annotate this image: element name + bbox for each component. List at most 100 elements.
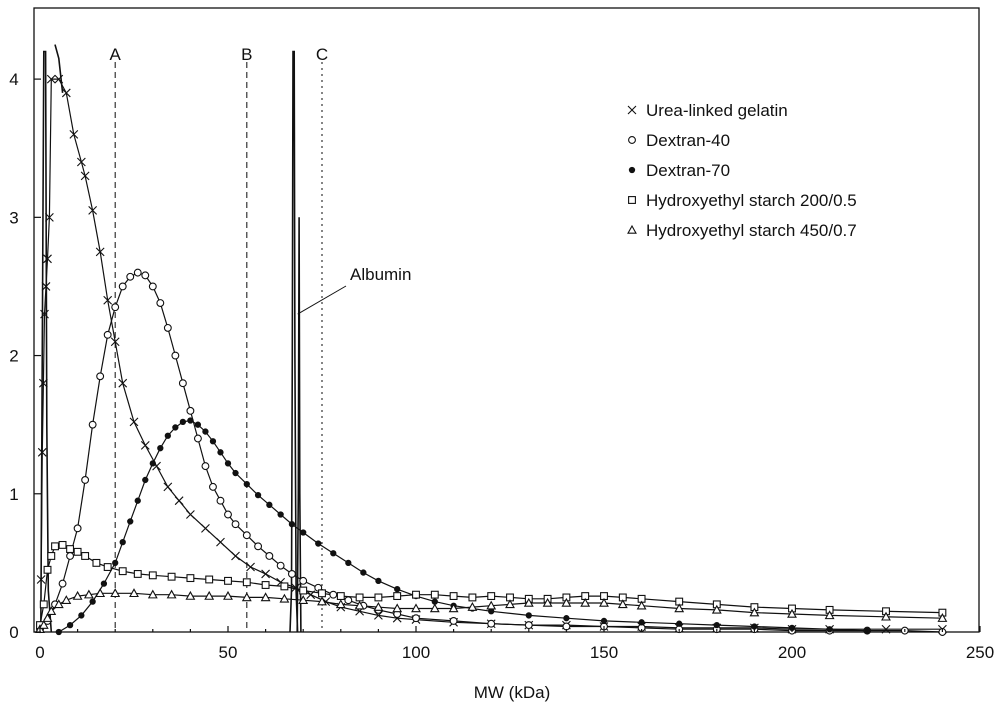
series-2-point-11: [158, 446, 163, 451]
legend-marker-3: [629, 197, 636, 204]
series-1-point-9: [104, 331, 111, 338]
series-2-point-26: [289, 522, 294, 527]
series-2-point-33: [395, 587, 400, 592]
series-3-point-8: [82, 553, 89, 560]
series-1-point-17: [164, 325, 171, 332]
series-2-point-20: [225, 461, 230, 466]
series-3-point-16: [206, 576, 213, 583]
series-3-point-4: [52, 543, 59, 550]
spike-curve-1: [55, 45, 63, 93]
series-1-point-32: [300, 577, 307, 584]
series-1-point-3: [59, 580, 66, 587]
series-1-point-30: [277, 562, 284, 569]
series-2-point-5: [113, 560, 118, 565]
x-tick-label-3: 150: [590, 643, 618, 662]
series-3-point-10: [104, 564, 111, 571]
series-2-point-13: [173, 425, 178, 430]
series-2-point-15: [188, 418, 193, 423]
series-3-point-29: [450, 593, 457, 600]
series-1-point-21: [195, 435, 202, 442]
x-tick-label-5: 250: [966, 643, 994, 662]
y-tick-label-2: 2: [9, 347, 18, 366]
series-1-point-31: [289, 571, 296, 578]
series-2-point-41: [601, 618, 606, 623]
series-2-point-3: [90, 599, 95, 604]
legend: Urea-linked gelatinDextran-40Dextran-70H…: [628, 101, 857, 240]
series-3-point-21: [300, 587, 307, 594]
series-1-point-41: [488, 620, 495, 627]
series-3-point-30: [469, 594, 476, 601]
reference-label-a: A: [110, 45, 122, 64]
series-1-point-28: [255, 543, 262, 550]
series-2-point-21: [233, 470, 238, 475]
series-1-point-12: [127, 273, 134, 280]
x-tick-label-4: 200: [778, 643, 806, 662]
series-2-point-24: [267, 502, 272, 507]
albumin-peak: [290, 52, 298, 633]
series-2-point-22: [244, 482, 249, 487]
series-0-point-28: [262, 570, 270, 578]
series-3-point-15: [187, 575, 194, 582]
series-3-point-7: [74, 548, 81, 555]
series-0-point-23: [186, 511, 194, 519]
reference-label-c: C: [316, 45, 328, 64]
x-tick-label-1: 50: [219, 643, 238, 662]
series-2-point-14: [180, 419, 185, 424]
legend-label-1: Dextran-40: [646, 131, 730, 150]
series-0-point-27: [247, 563, 255, 571]
series-0-point-25: [216, 538, 224, 546]
series-3-point-18: [243, 579, 250, 586]
series-1-point-39: [413, 615, 420, 622]
series-1-point-19: [179, 380, 186, 387]
spike-curve-0: [41, 52, 52, 633]
series-1-point-23: [210, 483, 217, 490]
series-3-point-5: [59, 542, 66, 549]
series-2-point-32: [376, 578, 381, 583]
series-2-point-42: [639, 620, 644, 625]
series-2-point-16: [195, 422, 200, 427]
series-2-point-44: [714, 622, 719, 627]
series-3-point-3: [48, 553, 55, 560]
axes: 0 50 100 150 200 25001234: [9, 70, 994, 662]
legend-label-0: Urea-linked gelatin: [646, 101, 788, 120]
y-tick-label-1: 1: [9, 485, 18, 504]
series-3-point-2: [44, 566, 51, 573]
series-0-point-24: [201, 524, 209, 532]
series-1-point-34: [330, 591, 337, 598]
legend-marker-0: [628, 106, 636, 114]
series-1-point-24: [217, 497, 224, 504]
series-1-point-10: [112, 304, 119, 311]
series-2-point-30: [346, 560, 351, 565]
data-curves: [40, 45, 942, 632]
series-1-point-18: [172, 352, 179, 359]
series-1-point-42: [525, 622, 532, 629]
series-3-point-20: [281, 583, 288, 590]
series-3-point-13: [149, 572, 156, 579]
series-1-point-15: [149, 283, 156, 290]
series-2-point-4: [101, 581, 106, 586]
series-2-point-6: [120, 540, 125, 545]
annotation-albumin: Albumin: [350, 265, 411, 284]
series-1-point-8: [97, 373, 104, 380]
series-2-point-29: [331, 551, 336, 556]
series-0-point-11: [77, 158, 85, 166]
series-2-point-31: [361, 570, 366, 575]
series-3-point-22: [319, 590, 326, 597]
series-3-point-19: [262, 582, 269, 589]
y-tick-label-3: 3: [9, 208, 18, 227]
series-line-2: [59, 421, 867, 633]
legend-marker-2: [629, 167, 634, 172]
series-3-point-17: [225, 577, 232, 584]
series-1-point-26: [232, 521, 239, 528]
series-1-point-25: [225, 511, 232, 518]
x-tick-label-2: 100: [402, 643, 430, 662]
series-1-point-27: [243, 532, 250, 539]
data-markers: [36, 75, 946, 635]
series-1-point-13: [134, 269, 141, 276]
series-1-point-16: [157, 300, 164, 307]
legend-label-3: Hydroxyethyl starch 200/0.5: [646, 191, 857, 210]
series-2-point-19: [218, 450, 223, 455]
series-0-point-21: [164, 483, 172, 491]
series-3-point-26: [394, 593, 401, 600]
series-1-point-4: [67, 553, 74, 560]
